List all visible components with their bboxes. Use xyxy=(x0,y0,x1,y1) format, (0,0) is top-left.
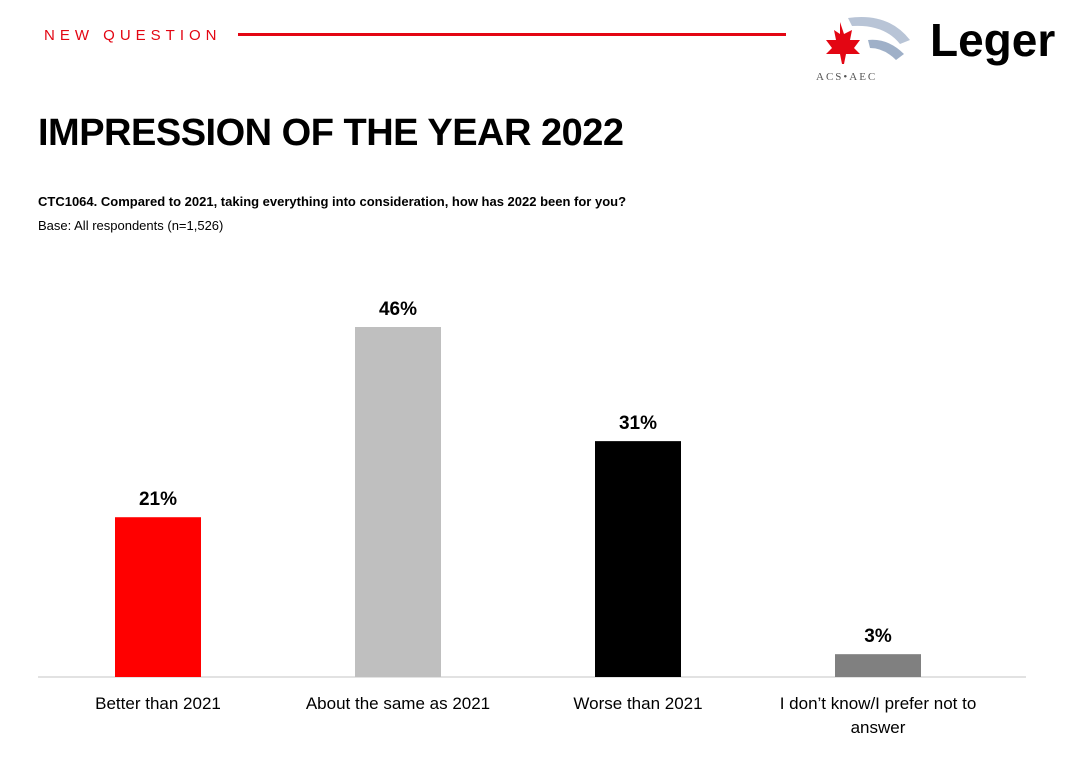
header-divider xyxy=(238,33,786,36)
bar-4 xyxy=(835,654,921,677)
bar-3 xyxy=(595,441,681,677)
data-label-2: 46% xyxy=(379,299,417,320)
bar-1 xyxy=(115,517,201,677)
category-label-3: Worse than 2021 xyxy=(573,694,703,713)
data-label-4: 3% xyxy=(864,626,892,647)
category-label-2: About the same as 2021 xyxy=(305,694,491,713)
page-title: IMPRESSION OF THE YEAR 2022 xyxy=(38,112,624,154)
acs-aec-logo: ACS•AEC xyxy=(816,16,910,83)
category-label-1: Better than 2021 xyxy=(95,694,221,713)
svg-text:Leger: Leger xyxy=(930,14,1055,66)
data-label-1: 21% xyxy=(139,489,177,510)
header-tag: NEW QUESTION xyxy=(44,27,222,44)
question-text: CTC1064. Compared to 2021, taking everyt… xyxy=(38,194,627,209)
category-label-4: I don’t know/I prefer not to answer xyxy=(779,694,977,737)
leger-logo: Leger xyxy=(930,14,1055,66)
base-text: Base: All respondents (n=1,526) xyxy=(38,218,224,233)
svg-text:ACS•AEC: ACS•AEC xyxy=(816,71,877,83)
bar-2 xyxy=(355,327,441,677)
data-label-3: 31% xyxy=(619,413,657,434)
